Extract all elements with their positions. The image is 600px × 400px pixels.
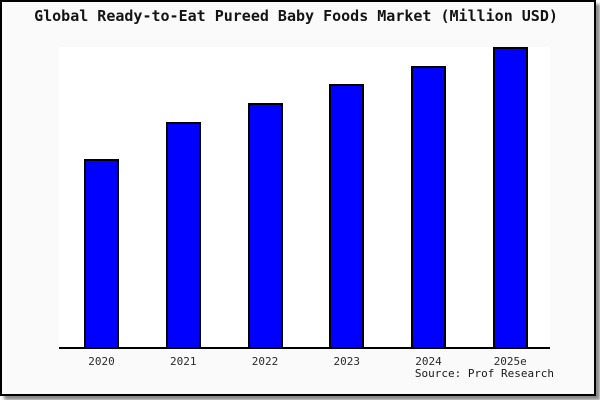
bar-2022 bbox=[247, 103, 283, 347]
x-tick-label-2023: 2023 bbox=[333, 355, 361, 368]
bar-2020 bbox=[84, 159, 119, 347]
bar-2023 bbox=[329, 84, 365, 347]
x-tick-label-2021: 2021 bbox=[170, 355, 197, 368]
chart-title: Global Ready-to-Eat Pureed Baby Foods Ma… bbox=[34, 7, 558, 25]
bar-2021 bbox=[165, 122, 201, 347]
x-tick-label-2020: 2020 bbox=[88, 355, 115, 368]
x-tick-label-2024: 2024 bbox=[415, 355, 442, 368]
x-tick-label-2025e: 2025e bbox=[493, 355, 527, 368]
x-tick-label-2022: 2022 bbox=[251, 355, 279, 368]
source-credit: Source: Prof Research bbox=[414, 367, 554, 380]
plot-area bbox=[59, 47, 550, 349]
bar-2025e bbox=[492, 47, 528, 347]
bar-2024 bbox=[411, 66, 446, 347]
